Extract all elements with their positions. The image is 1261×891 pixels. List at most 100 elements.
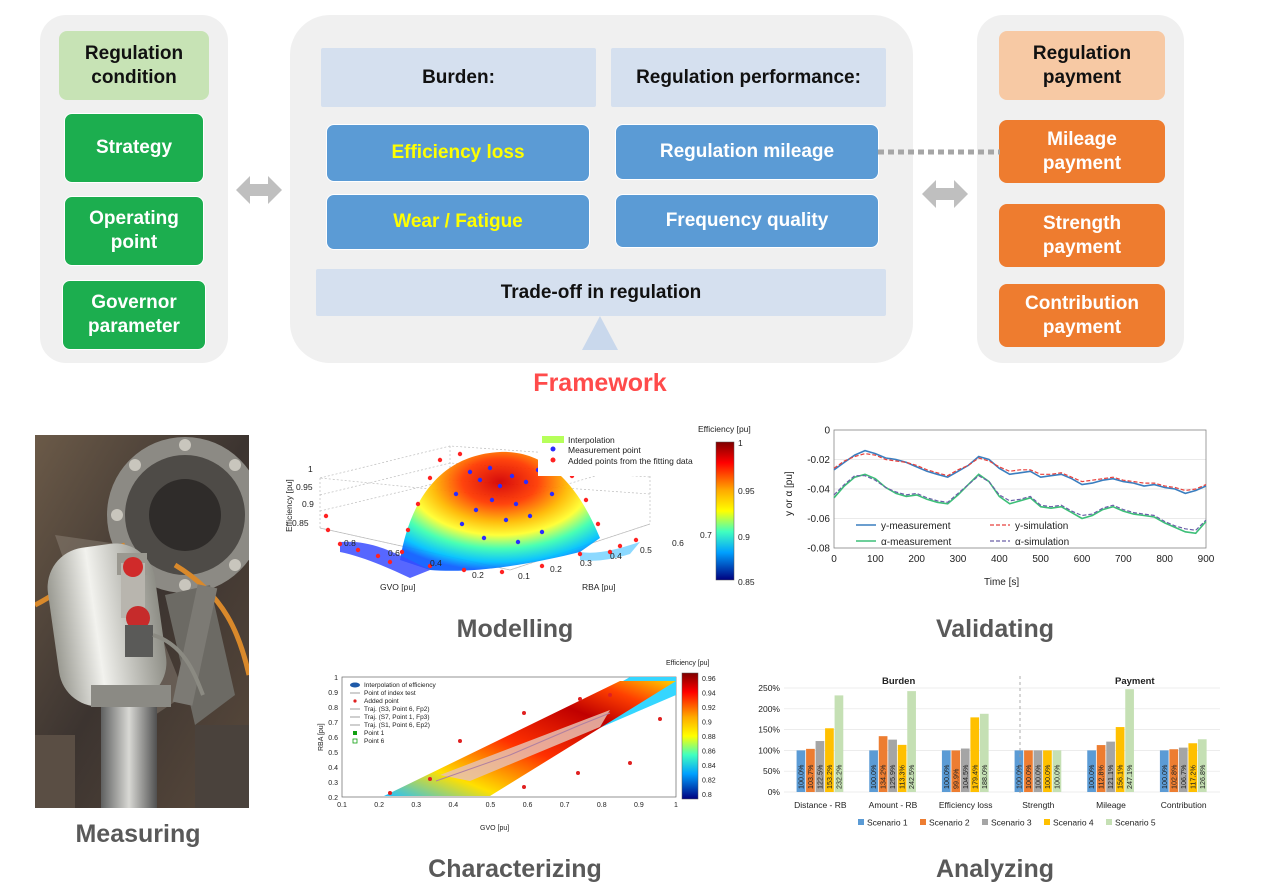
bar: [815, 741, 825, 792]
y-tick-label: 0: [824, 426, 830, 437]
char-x-tick: 0.6: [523, 802, 533, 809]
char-xlabel: GVO [pu]: [480, 825, 509, 832]
char-legend-item: Traj. (S3, Point 6, Fp2): [364, 706, 430, 713]
tradeoff-bar: Trade-off in regulation: [316, 269, 886, 316]
bar: [907, 691, 916, 792]
measuring-caption: Measuring: [75, 820, 201, 848]
bar-value-label: 100.0%: [1160, 764, 1169, 789]
modelling-ztick: 0.95: [296, 482, 313, 492]
bar: [1024, 750, 1033, 792]
x-tick-label: 200: [908, 554, 925, 565]
measuring-photo: [35, 435, 249, 808]
y-tick-label: -0.08: [807, 544, 830, 555]
y-tick-label: -0.06: [807, 514, 830, 525]
measurement-point: [523, 479, 529, 485]
char-legend-item: Traj. (S7, Point 1, Fp3): [364, 714, 430, 721]
modelling-rba-tick: 0.2: [550, 564, 562, 574]
modelling-rba-tick: 0.1: [518, 571, 530, 581]
char-legend-item: Traj. (S1, Point 6, Ep2): [364, 722, 430, 729]
category-label: Strength: [1022, 800, 1054, 810]
bar-value-label: 100.0%: [1043, 764, 1052, 789]
modelling-cbar-tick: 0.7: [700, 530, 712, 540]
category-label: Amount - RB: [869, 800, 918, 810]
measurement-point: [539, 529, 545, 535]
bar: [1197, 739, 1207, 792]
bar: [1115, 727, 1125, 792]
modelling-ylabel: RBA [pu]: [582, 582, 616, 592]
char-ylabel: RBA [pu]: [318, 723, 325, 751]
modelling-legend-added: Added points from the fitting data: [568, 456, 693, 466]
y-tick-label: -0.02: [807, 455, 830, 466]
char-cbar-tick: 0.96: [702, 676, 716, 683]
modelling-ztick: 0.9: [302, 499, 314, 509]
bar: [888, 739, 897, 792]
modelling-plot: Interpolation Measurement point Added po…: [284, 424, 755, 592]
category-label: Efficiency loss: [939, 800, 993, 810]
burden-header: Burden:: [321, 48, 596, 107]
char-x-tick: 0.3: [411, 802, 421, 809]
legend-alpha-measurement: α-measurement: [881, 537, 951, 548]
char-y-tick: 0.2: [328, 795, 338, 802]
bar: [834, 695, 844, 792]
x-tick-label: 900: [1198, 554, 1215, 565]
modelling-cbar-tick: 1: [738, 438, 743, 448]
legend-swatch: [1044, 819, 1050, 825]
category-label: Mileage: [1096, 800, 1126, 810]
x-tick-label: 100: [867, 554, 884, 565]
added-point: [539, 563, 545, 569]
modelling-cbar-tick: 0.85: [738, 577, 755, 587]
bar-value-label: 100.0%: [1034, 764, 1043, 789]
bar-value-label: 100.0%: [1024, 764, 1033, 789]
char-cbar-tick: 0.82: [702, 778, 716, 785]
burden-group-title: Burden: [882, 676, 915, 687]
bar-value-label: 125.9%: [888, 764, 897, 789]
modelling-legend-measurement: Measurement point: [568, 445, 641, 455]
validating-chart: 0 -0.02 -0.04 -0.06 -0.08 0 100 200 300 400 500 60…: [784, 426, 1215, 589]
bar-value-label: 100.0%: [869, 764, 878, 789]
regulation-mileage-box: Regulation mileage: [615, 124, 879, 180]
char-y-tick: 0.9: [328, 690, 338, 697]
bar-value-label: 242.5%: [907, 764, 916, 789]
bar: [825, 728, 834, 792]
added-point: [577, 551, 583, 557]
modelling-cbar-tick: 0.9: [738, 532, 750, 542]
char-y-tick: 0.8: [328, 705, 338, 712]
governor-parameter-box: Governor parameter: [62, 280, 206, 350]
char-y-tick: 0.4: [328, 765, 338, 772]
bar: [970, 717, 980, 792]
bar: [941, 750, 951, 792]
char-cbar-tick: 0.84: [702, 763, 716, 770]
added-point: [405, 527, 411, 533]
modelling-gvo-tick: 0.8: [344, 538, 356, 548]
category-label: Distance - RB: [794, 800, 847, 810]
legend-swatch: [1106, 819, 1112, 825]
y-tick-label: 150%: [758, 725, 780, 735]
modelling-rba-tick: 0.4: [610, 551, 622, 561]
bar: [897, 744, 907, 792]
y-tick-label: 100%: [758, 745, 780, 755]
modelling-gvo-tick: 0.4: [430, 558, 442, 568]
bar-value-label: 112.8%: [1097, 765, 1106, 789]
modelling-legend-interpolation: Interpolation: [568, 435, 615, 445]
bar: [1178, 747, 1188, 792]
legend-alpha-simulation: α-simulation: [1015, 537, 1069, 548]
bar: [960, 748, 970, 792]
added-point: [399, 549, 405, 555]
bar: [1033, 750, 1043, 792]
added-point: [461, 567, 467, 573]
bar: [1087, 750, 1096, 792]
y-tick-label: 200%: [758, 704, 780, 714]
added-point: [323, 513, 329, 519]
measurement-point: [481, 535, 487, 541]
modelling-rba-tick: 0.5: [640, 545, 652, 555]
double-arrow-icon-right: [922, 180, 968, 208]
modelling-rba-tick: 0.6: [672, 538, 684, 548]
bar: [1106, 741, 1115, 792]
series-line-y-simulation: [833, 452, 1207, 492]
char-cbar-tick: 0.92: [702, 705, 716, 712]
bar-value-label: 156.1%: [1116, 764, 1125, 789]
modelling-ztick: 1: [308, 464, 313, 474]
regulation-payment-header: Regulation payment: [999, 31, 1165, 100]
modelling-cbar-tick: 0.95: [738, 486, 755, 496]
bar-value-label: 103.7%: [806, 764, 815, 789]
